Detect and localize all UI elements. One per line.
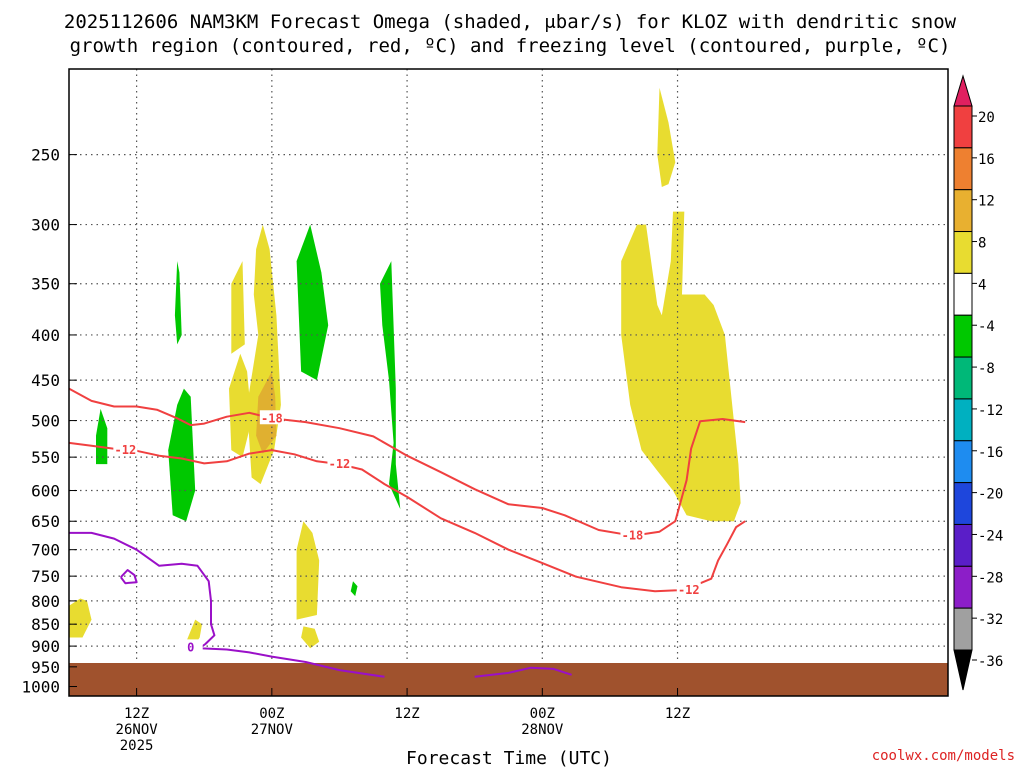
time-tick-label: 12Z [665,706,690,722]
freezing-level-contour-1-label: 0 [187,640,194,654]
colorbar-segment [953,565,973,609]
omega-region-12 [301,626,320,649]
colorbar-label: -32 [978,612,1003,628]
pressure-axis: 250 300 350 400 450 500 550 600 650 700 750 800 850 9… [21,146,77,697]
colorbar-label: -36 [978,654,1003,670]
chart-title-line2: growth region (contoured, red, ºC) and f… [70,35,951,57]
omega-region-10 [350,581,358,597]
omega-region-8 [168,388,196,522]
colorbar-bottom-arrow [953,649,973,691]
pressure-label: 400 [31,326,60,345]
pressure-label: 650 [31,512,60,531]
colorbar-segment [953,231,973,274]
omega-region-16 [621,211,741,522]
colorbar-label: -12 [978,403,1003,419]
time-tick-label: 00Z [530,706,555,722]
pressure-label: 250 [31,146,60,165]
colorbar-segment [953,482,973,525]
time-tick-label: 26NOV [116,722,159,738]
temperature-contours: -18 -12 0 -18 -12 -12 [68,387,746,678]
colorbar-label: -20 [978,487,1003,503]
colorbar-top-arrow [953,74,973,107]
dgz-contour-1 [68,387,746,537]
pressure-label: 900 [31,637,60,656]
pressure-label: 750 [31,567,60,586]
pressure-label: 450 [31,371,60,390]
colorbar-segment [953,272,973,316]
time-tick-label: 27NOV [251,722,294,738]
freezing-level-contour-1 [69,531,385,678]
dgz-extra-label: -12 [329,457,351,471]
omega-region-6 [380,261,401,510]
dgz-contour-1-label: -18 [261,411,283,425]
pressure-label: 500 [31,412,60,431]
colorbar-label: -8 [978,361,995,377]
pressure-label: 700 [31,541,60,560]
pressure-label: 350 [31,275,60,294]
freezing-level-contour-1-label-bg [178,639,203,654]
time-tick-label: 28NOV [521,722,564,738]
time-tick-label: 12Z [124,706,149,722]
omega-region-11 [296,521,320,620]
credit-text: coolwx.com/models [872,748,1015,764]
colorbar-label: 20 [978,110,995,126]
freezing-level-contour-3 [474,666,572,678]
plot-area [69,69,948,696]
pressure-label: 300 [31,216,60,235]
colorbar-label: 12 [978,194,995,210]
dgz-extra-label-bg [676,582,701,597]
pressure-label: 600 [31,482,60,501]
colorbar: 20 16 12 8 4 -4 -8 -12 -16 -20 -24 -28 -32 -36 [953,74,1003,691]
colorbar-label: 16 [978,152,995,168]
pressure-label: 950 [31,658,60,677]
colorbar-label: 8 [978,236,986,252]
colorbar-segment [953,356,973,400]
time-tick-label: 2025 [120,738,154,754]
pressure-label: 550 [31,448,60,467]
colorbar-segment [953,189,973,233]
colorbar-label: -28 [978,570,1003,586]
colorbar-label: -16 [978,445,1003,461]
dgz-extra-label: -18 [622,529,644,543]
colorbar-segment [953,398,973,442]
colorbar-segment [953,523,973,567]
colorbar-label: -4 [978,319,995,335]
colorbar-segment [953,440,973,484]
pressure-label: 800 [31,592,60,611]
pressure-label: 850 [31,615,60,634]
omega-region-9 [96,408,108,465]
colorbar-segment [953,607,973,651]
dgz-extra-label: -12 [678,583,700,597]
dgz-contour-2-label-bg [113,442,138,457]
omega-region-14 [69,598,92,638]
dgz-extra-label-bg [620,527,645,542]
time-tick-label: 12Z [394,706,419,722]
chart-title-line1: 2025112606 NAM3KM Forecast Omega (shaded… [64,11,957,33]
colorbar-label: 4 [978,277,986,293]
time-tick-label: 00Z [259,706,284,722]
pressure-label: 1000 [21,678,60,697]
terrain-below-ground [69,663,948,696]
colorbar-segment [953,314,973,358]
colorbar-label: -24 [978,528,1003,544]
dgz-extra-label-bg [327,456,352,471]
dgz-contour-1-label-bg [259,410,284,425]
colorbar-segment [953,147,973,191]
plot-frame [68,68,949,697]
x-axis-title: Forecast Time (UTC) [406,748,612,768]
dgz-contour-2-label: -12 [115,443,137,457]
omega-region-7 [174,261,182,345]
colorbar-segment [953,105,973,149]
omega-region-15 [657,87,676,187]
omega-region-5 [296,224,329,381]
freezing-level-contour-2 [120,569,138,585]
